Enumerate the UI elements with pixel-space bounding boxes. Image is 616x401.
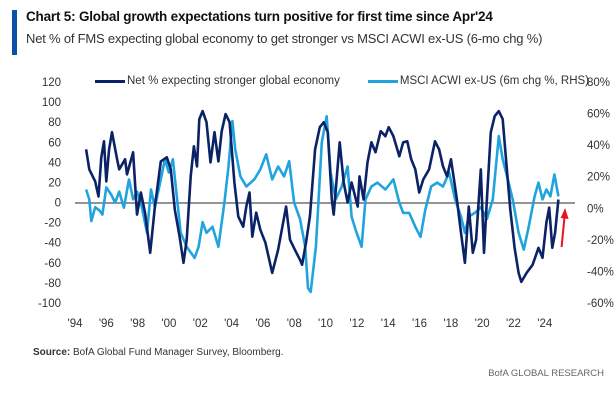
source-label: Source:	[33, 347, 71, 358]
legend-item-net-pct: Net % expecting stronger global economy	[95, 75, 340, 87]
chart-title: Chart 5: Global growth expectations turn…	[26, 9, 493, 24]
x-tick-label: '22	[506, 318, 521, 330]
y2-tick-label: 60%	[587, 109, 610, 121]
x-tick-label: '18	[443, 318, 458, 330]
legend-label: Net % expecting stronger global economy	[127, 75, 340, 87]
y2-tick-label: -60%	[587, 298, 614, 310]
y-tick-label: 20	[48, 177, 61, 189]
x-tick-label: '02	[193, 318, 208, 330]
red-arrow-shaft	[560, 215, 566, 248]
y-tick-label: -80	[44, 278, 61, 290]
y-tick-label: 120	[42, 77, 61, 89]
y2-tick-label: 80%	[587, 77, 610, 89]
x-tick-label: '00	[161, 318, 176, 330]
x-tick-label: '14	[381, 318, 397, 330]
y-tick-label: -40	[44, 238, 61, 250]
y-tick-label: 100	[42, 97, 61, 109]
x-tick-label: '10	[318, 318, 333, 330]
x-tick-label: '16	[412, 318, 427, 330]
y2-tick-label: -20%	[587, 235, 614, 247]
chart-subtitle: Net % of FMS expecting global economy to…	[26, 31, 543, 46]
chart-legend: Net % expecting stronger global economy …	[95, 75, 589, 87]
x-tick-label: '20	[475, 318, 490, 330]
red-arrow-head-icon	[560, 208, 569, 219]
x-tick-label: '98	[130, 318, 145, 330]
title-accent-bar	[12, 10, 17, 55]
x-tick-label: '24	[537, 318, 553, 330]
y2-tick-label: -40%	[587, 266, 614, 278]
brand-label: BofA GLOBAL RESEARCH	[488, 368, 604, 379]
x-tick-label: '94	[68, 318, 84, 330]
x-tick-label: '12	[349, 318, 364, 330]
y-tick-label: 80	[48, 117, 61, 129]
series-line-net-pct	[84, 109, 560, 284]
y2-tick-label: 0%	[587, 203, 604, 215]
y-tick-label: -100	[38, 298, 61, 310]
legend-swatch-dark	[95, 79, 125, 83]
source-text: BofA Global Fund Manager Survey, Bloombe…	[70, 347, 284, 358]
y-tick-label: 40	[48, 157, 61, 169]
y-tick-label: -20	[44, 218, 61, 230]
legend-swatch-light	[367, 79, 398, 83]
y2-tick-label: 40%	[587, 140, 610, 152]
y-tick-label: -60	[44, 258, 61, 270]
x-tick-label: '08	[287, 318, 302, 330]
y-tick-label: 0	[55, 198, 61, 210]
legend-label: MSCI ACWI ex-US (6m chg %, RHS)	[399, 75, 590, 87]
y2-tick-label: 20%	[587, 172, 610, 184]
y-tick-label: 60	[48, 137, 61, 149]
legend-item-msci: MSCI ACWI ex-US (6m chg %, RHS)	[367, 75, 590, 87]
x-tick-label: '96	[99, 318, 114, 330]
x-tick-label: '06	[255, 318, 270, 330]
source-note: Source: BofA Global Fund Manager Survey,…	[33, 347, 284, 358]
x-tick-label: '04	[224, 318, 240, 330]
